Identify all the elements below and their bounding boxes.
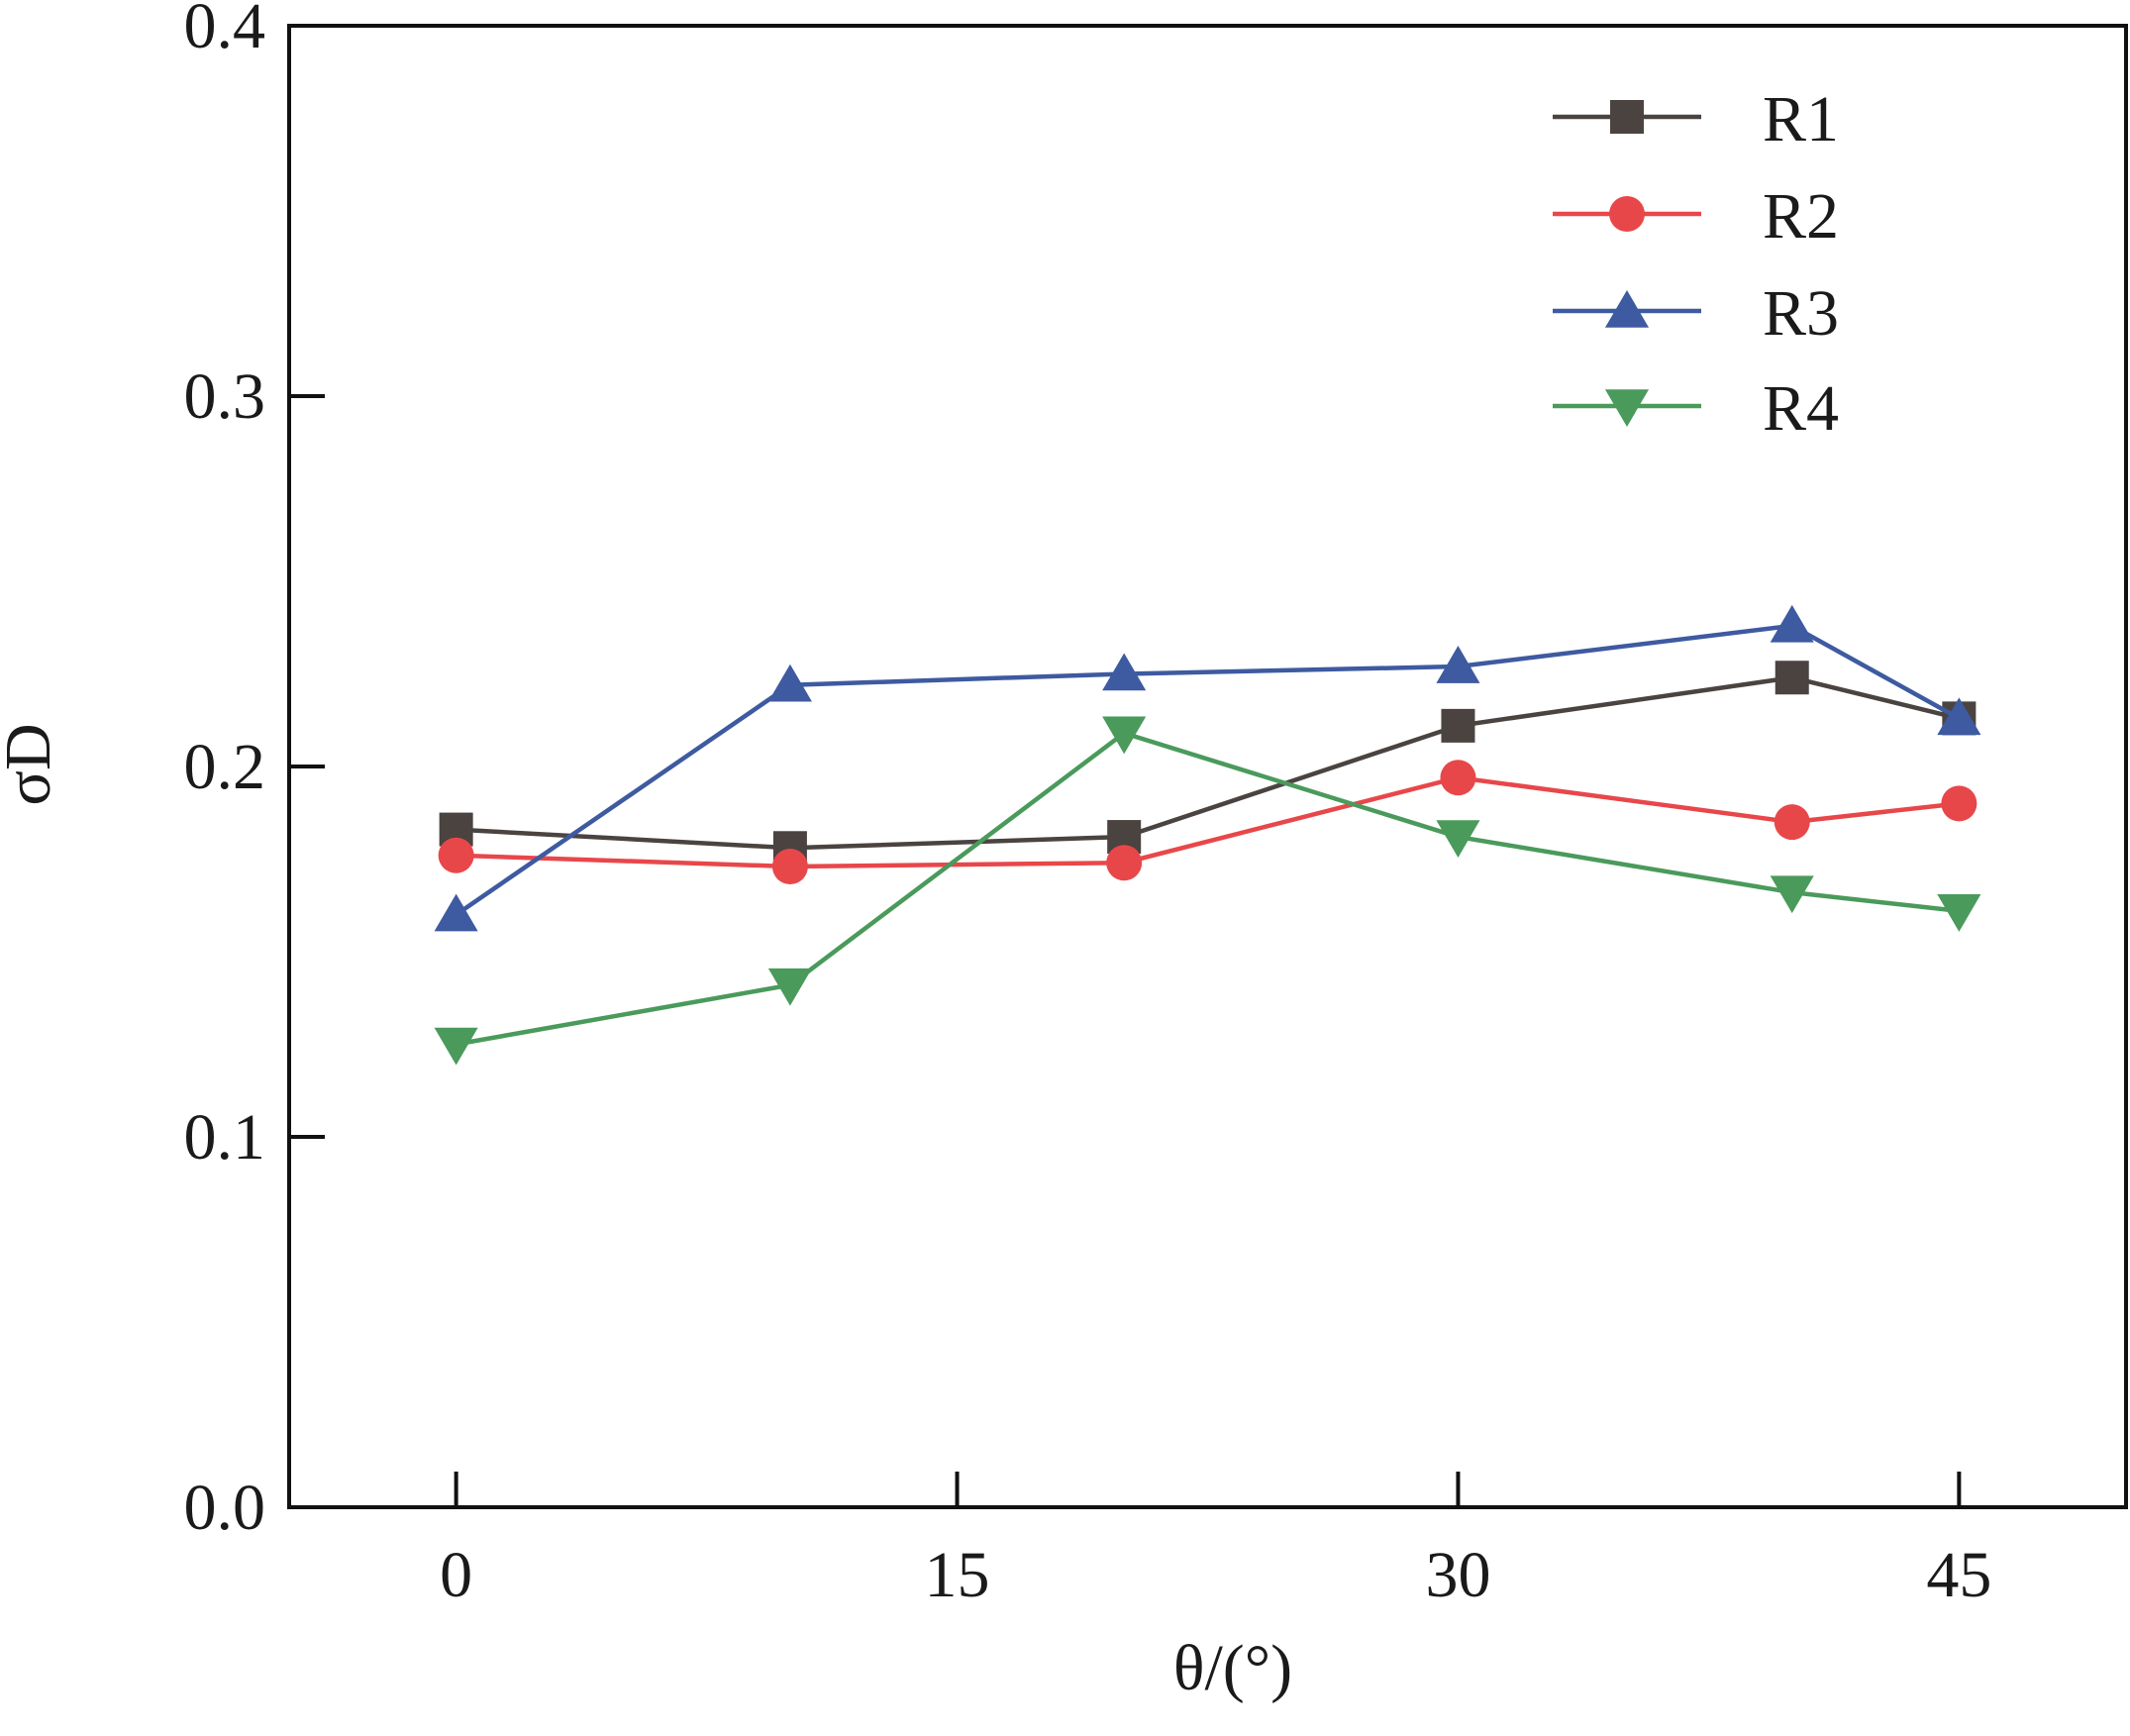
- series-R3: [434, 604, 1981, 932]
- y-axis-title: σD: [0, 723, 64, 805]
- data-point: [1440, 760, 1476, 796]
- x-axis-title: θ/(°): [1173, 1632, 1292, 1704]
- x-tick-label: 45: [1926, 1539, 1991, 1611]
- y-tick-label: 0.4: [184, 0, 266, 62]
- series-R1: [439, 661, 1977, 866]
- x-tick-label: 0: [440, 1539, 472, 1611]
- series-line: [456, 731, 1960, 1047]
- data-point: [438, 837, 474, 873]
- x-axis: 0 15 30 45: [440, 1472, 1991, 1611]
- legend-item: R4: [1553, 372, 1839, 445]
- data-point: [434, 1027, 478, 1066]
- series-line: [456, 674, 1960, 851]
- series-R2: [438, 760, 1978, 884]
- legend-item: R2: [1553, 180, 1839, 253]
- data-point: [1102, 653, 1147, 691]
- data-point: [1937, 697, 1981, 736]
- series-R4: [434, 716, 1981, 1066]
- legend-item: R3: [1553, 277, 1839, 350]
- series-line: [456, 774, 1960, 869]
- data-point: [1441, 708, 1475, 743]
- data-point: [767, 664, 812, 702]
- legend-label: R3: [1763, 277, 1839, 350]
- data-point: [434, 893, 478, 932]
- legend-label: R1: [1763, 83, 1839, 155]
- data-point: [1436, 646, 1480, 683]
- y-axis: 0.0 0.1 0.2 0.3 0.4: [184, 0, 325, 1544]
- legend-marker: [1610, 100, 1644, 134]
- data-point: [1102, 716, 1147, 755]
- y-tick-label: 0.3: [184, 360, 266, 433]
- series-line: [455, 623, 1961, 917]
- data-point: [1436, 820, 1480, 859]
- data-point: [1775, 661, 1809, 695]
- data-point: [1106, 845, 1143, 881]
- series-layer: [434, 604, 1981, 1066]
- data-point: [1770, 875, 1814, 914]
- data-point: [1941, 785, 1978, 822]
- y-tick-label: 0.0: [184, 1472, 266, 1544]
- legend-marker: [1604, 389, 1650, 427]
- y-tick-label: 0.1: [184, 1101, 266, 1174]
- legend-marker: [1609, 196, 1645, 232]
- plot-frame: [287, 24, 2128, 1509]
- legend-item: R1: [1553, 83, 1839, 155]
- legend: R1 R2 R3 R4: [1553, 83, 1839, 445]
- data-point: [1774, 804, 1810, 841]
- data-point: [767, 968, 812, 1006]
- data-point: [771, 848, 808, 884]
- legend-label: R4: [1763, 372, 1839, 445]
- legend-label: R2: [1763, 180, 1839, 253]
- y-tick-label: 0.2: [184, 731, 266, 803]
- data-point: [1770, 604, 1814, 643]
- data-point: [1937, 894, 1981, 932]
- x-tick-label: 30: [1425, 1539, 1490, 1611]
- legend-marker: [1604, 290, 1650, 328]
- x-tick-label: 15: [925, 1539, 990, 1611]
